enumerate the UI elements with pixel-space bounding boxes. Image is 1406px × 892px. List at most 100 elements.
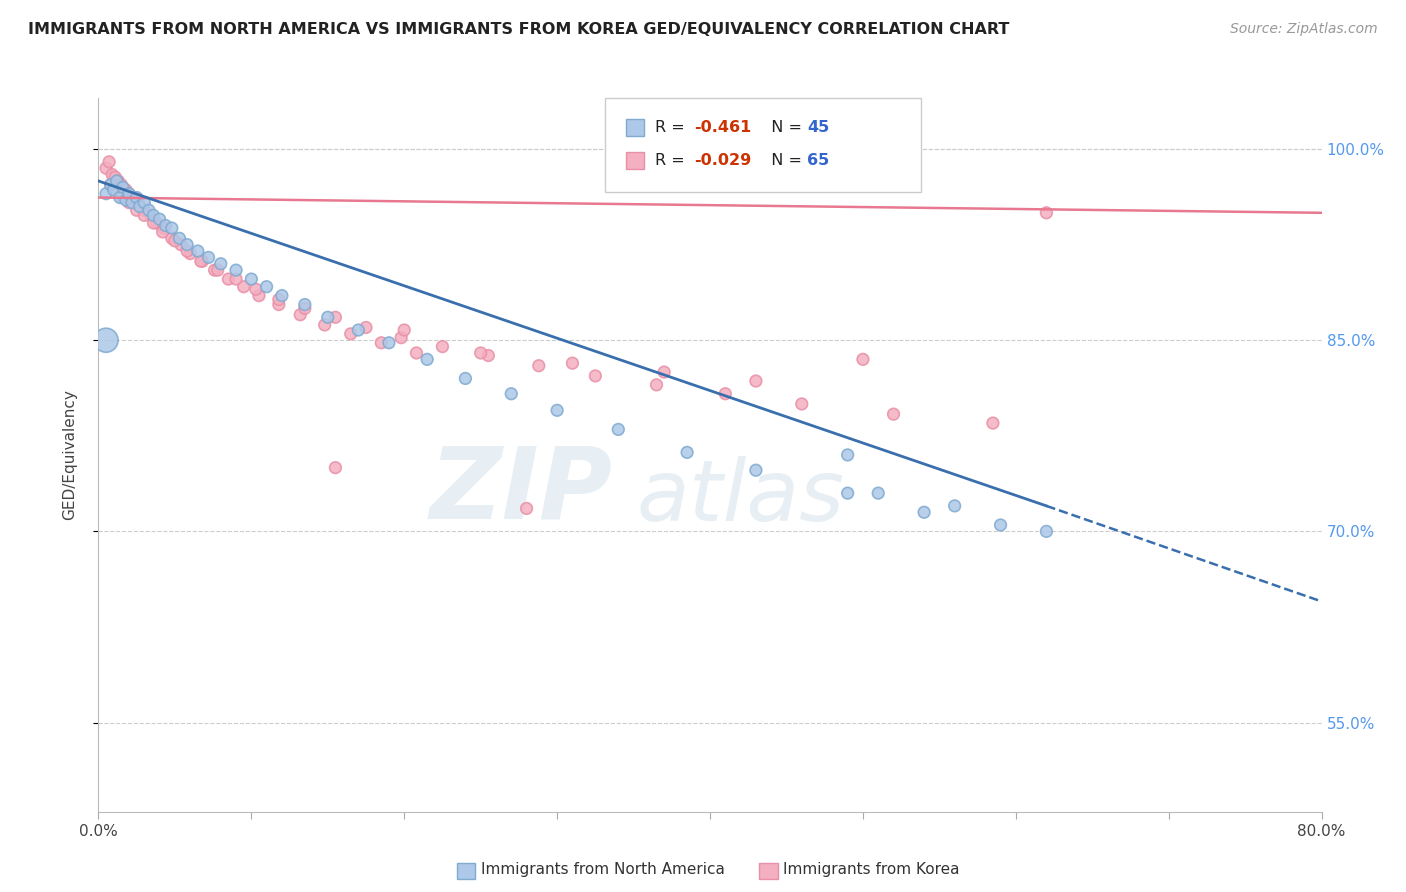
- Point: [160, 231, 183, 245]
- Point: [270, 288, 292, 302]
- Point: [454, 371, 477, 385]
- Point: [852, 352, 875, 367]
- Point: [1035, 206, 1057, 220]
- Point: [868, 486, 890, 500]
- Point: [232, 279, 254, 293]
- Point: [153, 221, 176, 235]
- Point: [98, 154, 121, 169]
- Text: R =: R =: [655, 120, 690, 135]
- Point: [225, 272, 247, 286]
- Point: [294, 301, 316, 316]
- Point: [100, 178, 122, 192]
- Point: [108, 190, 131, 204]
- Point: [477, 349, 499, 363]
- Point: [145, 216, 167, 230]
- Point: [561, 356, 583, 370]
- Point: [121, 195, 143, 210]
- Point: [105, 174, 128, 188]
- Point: [607, 422, 630, 436]
- Point: [316, 310, 339, 325]
- Point: [197, 251, 219, 265]
- Point: [187, 244, 209, 258]
- Point: [170, 237, 193, 252]
- Point: [176, 237, 198, 252]
- Point: [125, 203, 148, 218]
- Text: N =: N =: [761, 153, 807, 168]
- Point: [837, 448, 859, 462]
- Point: [138, 203, 160, 218]
- Point: [745, 374, 768, 388]
- Point: [245, 282, 267, 296]
- Text: 45: 45: [807, 120, 830, 135]
- Text: Source: ZipAtlas.com: Source: ZipAtlas.com: [1230, 22, 1378, 37]
- Point: [134, 208, 156, 222]
- Point: [118, 186, 141, 201]
- Point: [676, 445, 699, 459]
- Point: [370, 335, 392, 350]
- Text: ZIP: ZIP: [429, 442, 612, 539]
- Point: [240, 272, 263, 286]
- Point: [247, 288, 270, 302]
- Point: [134, 203, 156, 218]
- Point: [1035, 524, 1057, 539]
- Point: [155, 219, 177, 233]
- Point: [378, 335, 401, 350]
- Point: [546, 403, 568, 417]
- Point: [354, 320, 377, 334]
- Point: [118, 186, 141, 201]
- Point: [294, 297, 316, 311]
- Point: [207, 263, 229, 277]
- Point: [179, 246, 201, 260]
- Point: [981, 416, 1004, 430]
- Point: [837, 486, 859, 500]
- Point: [645, 377, 668, 392]
- Point: [325, 460, 347, 475]
- Point: [267, 293, 290, 307]
- Point: [347, 323, 370, 337]
- Text: N =: N =: [761, 120, 807, 135]
- Point: [912, 505, 935, 519]
- Point: [405, 346, 427, 360]
- Point: [943, 499, 966, 513]
- Point: [122, 190, 145, 204]
- Text: -0.461: -0.461: [695, 120, 752, 135]
- Point: [111, 190, 134, 204]
- Point: [204, 263, 226, 277]
- Y-axis label: GED/Equivalency: GED/Equivalency: [63, 390, 77, 520]
- Point: [790, 397, 813, 411]
- Point: [105, 183, 128, 197]
- Point: [392, 323, 416, 337]
- Point: [107, 174, 129, 188]
- Point: [290, 308, 312, 322]
- Point: [149, 212, 172, 227]
- Text: IMMIGRANTS FROM NORTH AMERICA VS IMMIGRANTS FROM KOREA GED/EQUIVALENCY CORRELATI: IMMIGRANTS FROM NORTH AMERICA VS IMMIGRA…: [28, 22, 1010, 37]
- Point: [883, 407, 905, 421]
- Point: [176, 244, 198, 258]
- Point: [267, 297, 290, 311]
- Point: [118, 195, 141, 210]
- Point: [103, 183, 125, 197]
- Text: Immigrants from North America: Immigrants from North America: [481, 863, 724, 877]
- Point: [160, 221, 183, 235]
- Text: R =: R =: [655, 153, 690, 168]
- Point: [111, 180, 134, 194]
- Point: [142, 216, 165, 230]
- Point: [127, 195, 149, 210]
- Text: atlas: atlas: [637, 456, 845, 540]
- Point: [100, 178, 122, 192]
- Point: [714, 386, 737, 401]
- Text: Immigrants from Korea: Immigrants from Korea: [783, 863, 960, 877]
- Point: [191, 254, 214, 268]
- Point: [314, 318, 336, 332]
- Point: [94, 333, 117, 347]
- Point: [115, 193, 138, 207]
- Point: [163, 234, 186, 248]
- Point: [325, 310, 347, 325]
- Point: [134, 195, 156, 210]
- Point: [125, 190, 148, 204]
- Point: [139, 208, 162, 222]
- Point: [152, 225, 174, 239]
- Point: [225, 263, 247, 277]
- Point: [217, 272, 239, 286]
- Point: [256, 279, 278, 293]
